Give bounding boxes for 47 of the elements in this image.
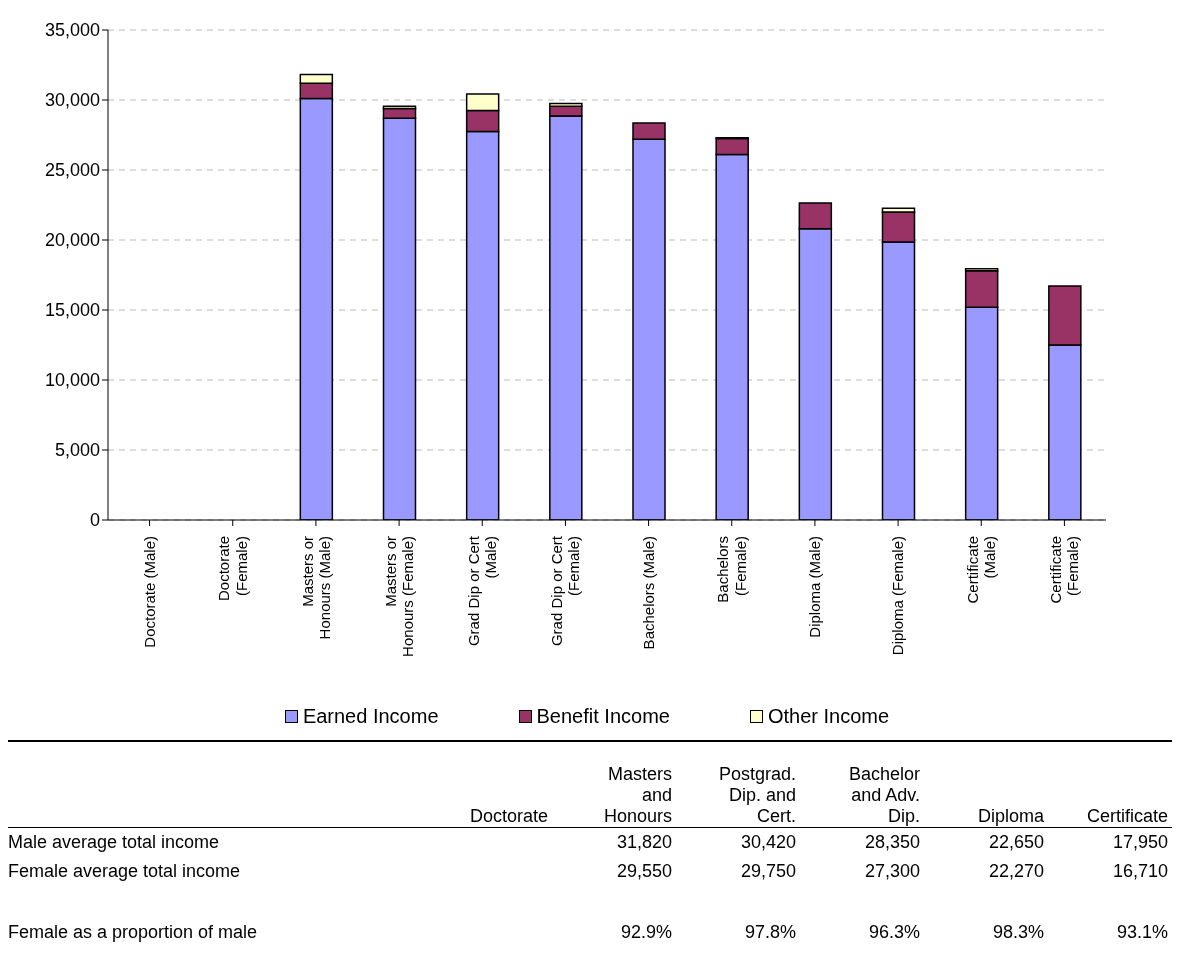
x-tick-label: Masters or Honours (Female) — [381, 536, 416, 657]
legend-label: Benefit Income — [536, 705, 670, 728]
text: Masters and Honours — [602, 764, 672, 827]
y-tick-label: 5,000 — [54, 440, 100, 461]
text: 28,350 — [863, 831, 921, 853]
y-tick-label: 30,000 — [44, 90, 100, 111]
x-tick-label: Bachelors (Male) — [639, 536, 657, 650]
x-tick-label: Diploma (Female) — [889, 536, 907, 656]
x-tick-label: Doctorate (Male) — [140, 536, 158, 648]
text: 27,300 — [863, 860, 921, 882]
text: 96.3% — [867, 921, 921, 943]
y-tick-label: 25,000 — [44, 160, 100, 181]
text: 17,950 — [1111, 831, 1169, 853]
text: Bachelor and Adv. Dip. — [847, 764, 920, 827]
text: 29,550 — [615, 860, 673, 882]
x-tick-label: Doctorate (Female) — [215, 536, 250, 602]
y-tick-label: 20,000 — [44, 230, 100, 251]
x-tick-label: Grad Dip or Cert (Male) — [464, 535, 500, 647]
text: 92.9% — [619, 921, 673, 943]
text: Postgrad. Dip. and Cert. — [717, 764, 796, 827]
x-tick-label: Bachelors (Female) — [714, 536, 749, 603]
y-tick-label: 35,000 — [44, 20, 100, 41]
x-tick-label: Diploma (Male) — [806, 536, 824, 638]
legend-label: Earned Income — [302, 705, 439, 728]
text: 97.8% — [743, 921, 797, 943]
y-tick-label: 15,000 — [44, 300, 100, 321]
text: 16,710 — [1111, 860, 1169, 882]
text: 93.1% — [1115, 921, 1169, 943]
x-tick-label: Grad Dip or Cert (Female) — [548, 535, 583, 647]
y-tick-label: 10,000 — [44, 370, 100, 391]
x-tick-label: Certificate (Female) — [1047, 536, 1082, 604]
text: 31,820 — [615, 831, 673, 853]
legend-label: Other Income — [767, 705, 890, 728]
text: Female as a proportion of male — [8, 921, 259, 943]
y-tick-label: 0 — [89, 510, 100, 531]
x-tick-label: Certificate (Male) — [963, 536, 999, 604]
text: 98.3% — [991, 921, 1045, 943]
text: 29,750 — [739, 860, 797, 882]
x-tick-label: Masters or Honours (Male) — [298, 536, 333, 640]
text: 22,650 — [987, 831, 1045, 853]
text: Diploma — [977, 806, 1044, 827]
text: Male average total income — [8, 831, 221, 853]
text: Female average total income — [8, 860, 242, 882]
text: 30,420 — [739, 831, 797, 853]
text: 22,270 — [987, 860, 1045, 882]
text: Doctorate — [469, 806, 548, 827]
text: Certificate — [1086, 806, 1168, 827]
